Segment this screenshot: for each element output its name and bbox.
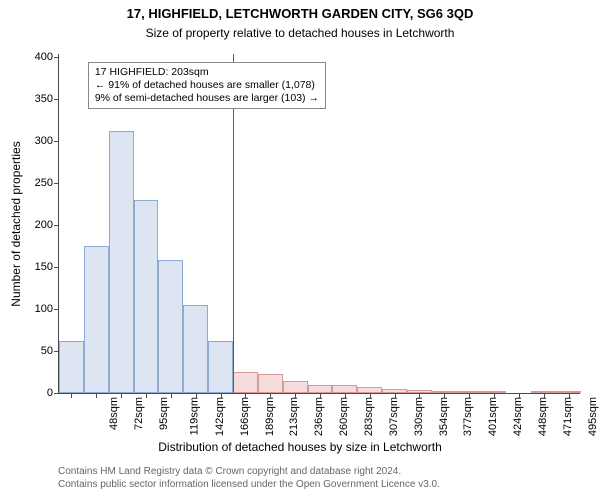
xtick-label: 283sqm (363, 397, 375, 436)
xtick-mark (444, 393, 445, 398)
ytick-label: 400 (35, 51, 59, 63)
xtick-mark (519, 393, 520, 398)
footer-line-1: Contains HM Land Registry data © Crown c… (58, 466, 440, 479)
ytick-label: 50 (41, 345, 59, 357)
xtick-mark (196, 393, 197, 398)
bar-smaller (134, 200, 159, 393)
bar-larger (233, 372, 258, 393)
xtick-mark (544, 393, 545, 398)
xtick-mark (494, 393, 495, 398)
xtick-label: 189sqm (264, 397, 276, 436)
xtick-mark (245, 393, 246, 398)
xtick-mark (469, 393, 470, 398)
xtick-label: 401sqm (487, 397, 499, 436)
xtick-label: 448sqm (537, 397, 549, 436)
xtick-label: 307sqm (388, 397, 400, 436)
xtick-mark (395, 393, 396, 398)
xtick-label: 95sqm (158, 397, 170, 430)
xtick-label: 142sqm (214, 397, 226, 436)
xtick-label: 72sqm (133, 397, 145, 430)
page-title: 17, HIGHFIELD, LETCHWORTH GARDEN CITY, S… (0, 6, 600, 21)
bar-larger (283, 381, 308, 393)
xtick-label: 495sqm (587, 397, 599, 436)
annotation-line: 17 HIGHFIELD: 203sqm (95, 66, 319, 79)
bar-larger (258, 374, 283, 393)
ytick-label: 0 (47, 387, 59, 399)
xtick-label: 471sqm (562, 397, 574, 436)
bar-smaller (59, 341, 84, 393)
ytick-label: 350 (35, 93, 59, 105)
ytick-label: 200 (35, 219, 59, 231)
x-axis-label: Distribution of detached houses by size … (0, 440, 600, 454)
xtick-label: 48sqm (108, 397, 120, 430)
page-subtitle: Size of property relative to detached ho… (0, 26, 600, 40)
bar-smaller (183, 305, 208, 393)
annotation-box: 17 HIGHFIELD: 203sqm← 91% of detached ho… (88, 62, 326, 109)
xtick-label: 330sqm (413, 397, 425, 436)
bar-larger (308, 385, 333, 393)
footer-line-2: Contains public sector information licen… (58, 479, 440, 492)
xtick-mark (320, 393, 321, 398)
xtick-mark (96, 393, 97, 398)
xtick-mark (171, 393, 172, 398)
ytick-label: 250 (35, 177, 59, 189)
xtick-label: 213sqm (289, 397, 301, 436)
bar-smaller (84, 246, 109, 393)
xtick-mark (569, 393, 570, 398)
bar-smaller (158, 260, 183, 393)
xtick-label: 424sqm (512, 397, 524, 436)
xtick-label: 236sqm (313, 397, 325, 436)
xtick-mark (221, 393, 222, 398)
xtick-label: 260sqm (338, 397, 350, 436)
xtick-mark (345, 393, 346, 398)
ytick-label: 100 (35, 303, 59, 315)
xtick-label: 119sqm (188, 397, 200, 435)
xtick-mark (295, 393, 296, 398)
chart-root: 17, HIGHFIELD, LETCHWORTH GARDEN CITY, S… (0, 0, 600, 500)
annotation-line: 9% of semi-detached houses are larger (1… (95, 92, 319, 105)
plot-area: 05010015020025030035040048sqm72sqm95sqm1… (58, 54, 580, 394)
xtick-mark (370, 393, 371, 398)
bar-smaller (109, 131, 134, 393)
xtick-mark (121, 393, 122, 398)
xtick-mark (270, 393, 271, 398)
annotation-line: ← 91% of detached houses are smaller (1,… (95, 79, 319, 92)
bar-smaller (208, 341, 233, 393)
xtick-mark (71, 393, 72, 398)
xtick-label: 377sqm (463, 397, 475, 436)
xtick-mark (146, 393, 147, 398)
ytick-label: 150 (35, 261, 59, 273)
xtick-label: 354sqm (438, 397, 450, 436)
xtick-mark (419, 393, 420, 398)
xtick-label: 166sqm (239, 397, 251, 436)
ytick-label: 300 (35, 135, 59, 147)
bar-larger (332, 385, 357, 393)
footer-attribution: Contains HM Land Registry data © Crown c… (58, 466, 440, 491)
y-axis-label: Number of detached properties (9, 141, 23, 306)
